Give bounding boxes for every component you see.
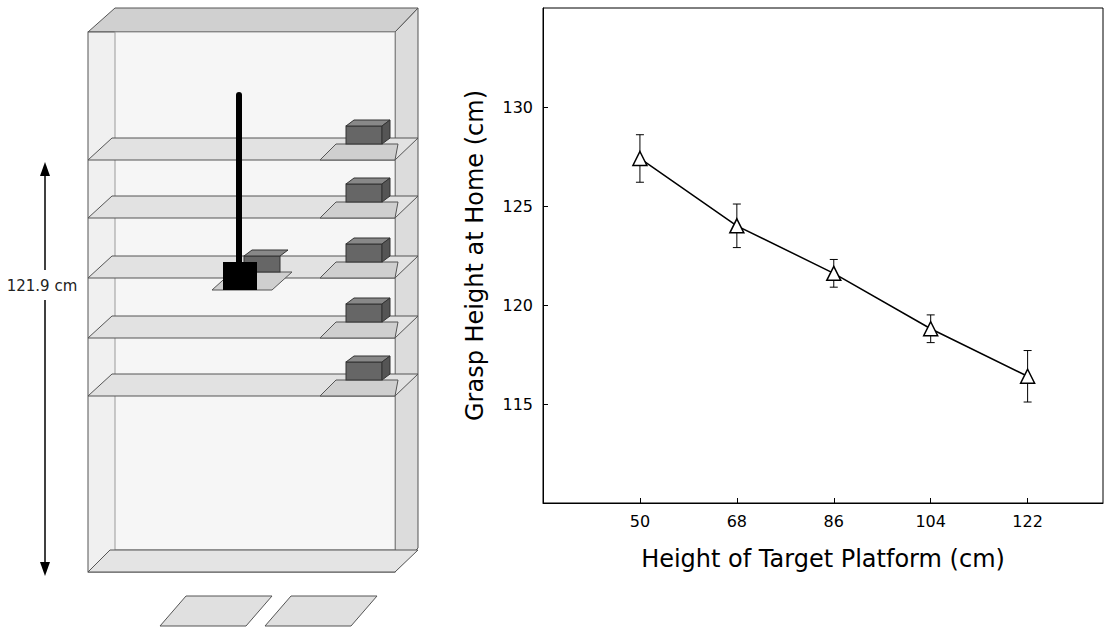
svg-text:121.9 cm: 121.9 cm xyxy=(7,277,78,295)
svg-text:68: 68 xyxy=(727,512,747,531)
svg-text:115: 115 xyxy=(502,395,533,414)
svg-text:50: 50 xyxy=(630,512,650,531)
svg-text:120: 120 xyxy=(502,296,533,315)
svg-text:86: 86 xyxy=(824,512,844,531)
svg-text:122: 122 xyxy=(1012,512,1043,531)
svg-text:130: 130 xyxy=(502,98,533,117)
svg-text:Grasp Height at Home (cm): Grasp Height at Home (cm) xyxy=(461,90,489,421)
svg-text:Height of Target Platform (cm): Height of Target Platform (cm) xyxy=(641,545,1005,573)
svg-text:125: 125 xyxy=(502,197,533,216)
svg-text:104: 104 xyxy=(915,512,946,531)
